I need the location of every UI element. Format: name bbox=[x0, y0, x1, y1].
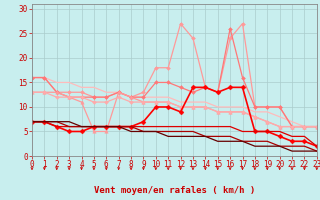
X-axis label: Vent moyen/en rafales ( km/h ): Vent moyen/en rafales ( km/h ) bbox=[94, 186, 255, 195]
